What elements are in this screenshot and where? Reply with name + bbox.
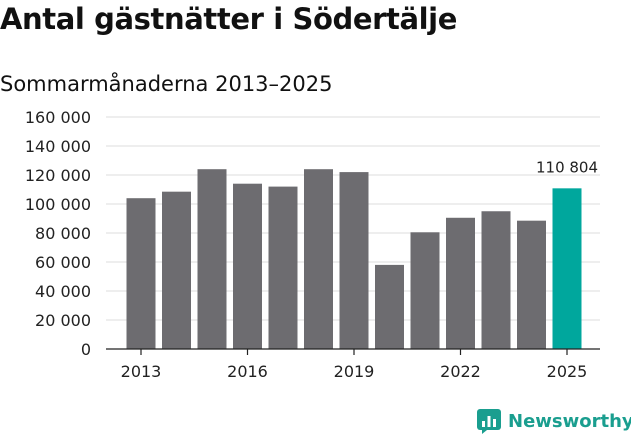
x-tick-label: 2016 <box>227 362 268 381</box>
chart-title: Antal gästnätter i Södertälje <box>0 2 457 36</box>
bar-2022 <box>446 217 475 349</box>
x-tick-label: 2022 <box>440 362 481 381</box>
y-tick-label: 60 000 <box>35 253 91 272</box>
axes <box>106 348 600 355</box>
bar-2016 <box>233 183 262 349</box>
bar-2014 <box>162 191 191 349</box>
chart-subtitle: Sommarmånaderna 2013–2025 <box>0 72 333 96</box>
y-tick-label: 120 000 <box>25 166 91 185</box>
data-label-2025: 110 804 <box>536 158 598 176</box>
x-tick-label: 2013 <box>121 362 162 381</box>
y-tick-label: 140 000 <box>25 137 91 156</box>
y-tick-label: 80 000 <box>35 224 91 243</box>
bar-2025 <box>552 188 582 349</box>
bar-2018 <box>304 169 333 349</box>
brand-name: Newsworthy <box>508 410 631 432</box>
bar-chart-icon <box>477 409 501 434</box>
bar-2013 <box>126 198 156 349</box>
brand-logo: Newsworthy <box>476 408 631 434</box>
bar-2017 <box>268 186 298 349</box>
bar-2015 <box>197 169 227 349</box>
labels: 0 20 000 40 000 60 000 80 000 100 000 120 000 1… <box>25 108 598 381</box>
x-tick-label: 2025 <box>547 362 588 381</box>
bars <box>126 169 582 349</box>
bar-2024 <box>517 220 546 349</box>
bar-chart: 0 20 000 40 000 60 000 80 000 100 000 120 000 1… <box>25 108 600 381</box>
bar-2020 <box>375 264 404 349</box>
y-tick-label: 160 000 <box>25 108 91 127</box>
bar-2023 <box>481 211 511 349</box>
y-tick-label: 100 000 <box>25 195 91 214</box>
x-tick-label: 2019 <box>334 362 375 381</box>
y-tick-label: 20 000 <box>35 311 91 330</box>
y-tick-label: 0 <box>81 340 91 359</box>
bar-2021 <box>410 232 440 349</box>
bar-2019 <box>339 172 369 349</box>
y-tick-label: 40 000 <box>35 282 91 301</box>
